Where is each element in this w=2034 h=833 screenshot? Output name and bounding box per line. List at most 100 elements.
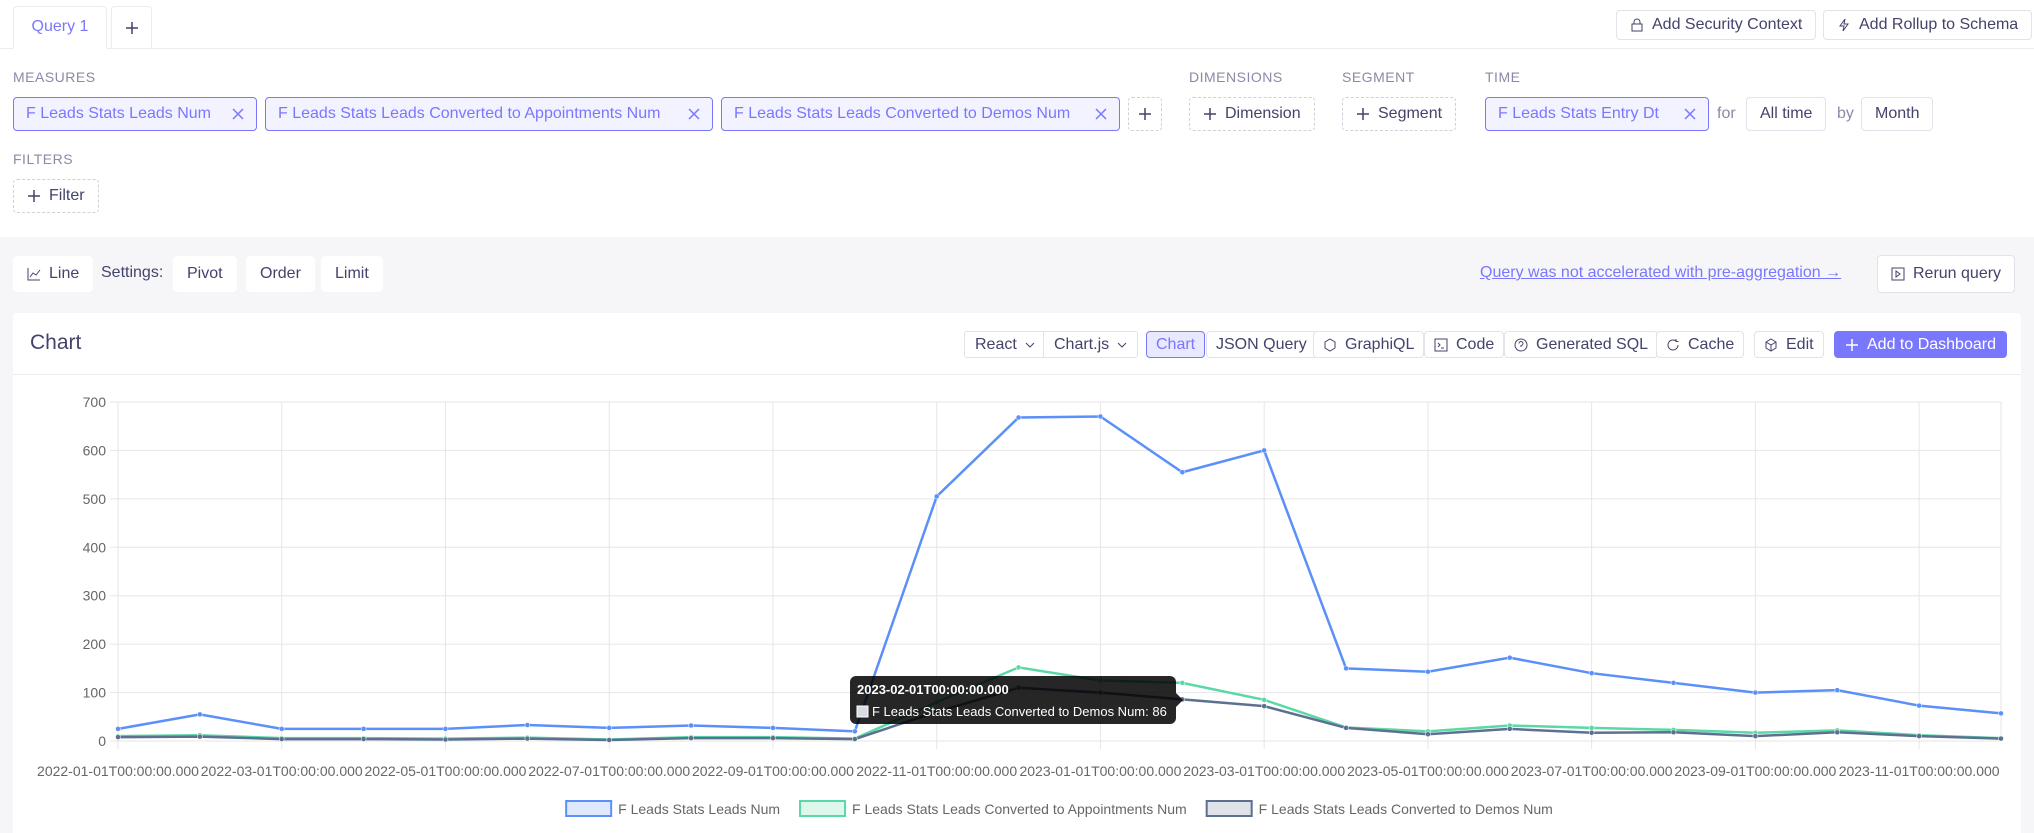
pre-aggregation-link[interactable]: Query was not accelerated with pre-aggre… bbox=[1480, 264, 1842, 281]
data-point bbox=[1425, 731, 1431, 737]
pill-label: F Leads Stats Entry Dt bbox=[1498, 105, 1659, 122]
rerun-button[interactable]: Rerun query bbox=[1877, 255, 2016, 293]
data-point bbox=[933, 493, 940, 500]
x-tick-label: 2022-01-01T00:00:00.000 bbox=[37, 763, 199, 779]
button-label: Add to Dashboard bbox=[1867, 335, 1996, 353]
library-select[interactable]: Chart.js bbox=[1043, 331, 1139, 358]
y-tick-label: 400 bbox=[83, 539, 107, 555]
button-label: Add Security Context bbox=[1652, 16, 1803, 33]
x-tick-label: 2023-09-01T00:00:00.000 bbox=[1674, 763, 1836, 779]
data-point bbox=[1670, 680, 1677, 686]
chart-type-button[interactable]: Line bbox=[13, 256, 94, 292]
chart-tab[interactable]: Chart bbox=[1146, 331, 1206, 358]
query-tab[interactable]: Query 1 bbox=[13, 6, 107, 49]
add-measure-button[interactable] bbox=[1128, 97, 1162, 131]
sql-tab[interactable]: Generated SQL bbox=[1504, 331, 1659, 358]
segment-label: SEGMENT bbox=[1342, 69, 1415, 85]
button-label: Segment bbox=[1378, 105, 1443, 122]
data-point bbox=[1179, 680, 1186, 686]
tooltip-swatch bbox=[856, 705, 869, 718]
segment-button[interactable]: Segment bbox=[1342, 97, 1457, 131]
data-point bbox=[1588, 730, 1595, 736]
by-label: by bbox=[1837, 105, 1854, 122]
button-label: Limit bbox=[335, 265, 369, 282]
line-chart-icon bbox=[27, 268, 41, 281]
pill-label: F Leads Stats Leads Converted to Demos N… bbox=[734, 105, 1071, 122]
dimension-button[interactable]: Dimension bbox=[1189, 97, 1315, 131]
x-tick-label: 2022-05-01T00:00:00.000 bbox=[365, 763, 527, 779]
dimensions-label: DIMENSIONS bbox=[1189, 69, 1283, 85]
code-icon bbox=[1434, 338, 1448, 351]
measure-pill[interactable]: F Leads Stats Leads Num bbox=[13, 97, 257, 131]
remove-icon[interactable] bbox=[232, 108, 244, 120]
remove-icon[interactable] bbox=[1095, 108, 1107, 120]
data-point bbox=[278, 736, 285, 742]
refresh-icon bbox=[1667, 338, 1679, 350]
data-point bbox=[197, 711, 203, 718]
order-button[interactable]: Order bbox=[246, 256, 315, 292]
graphiql-tab[interactable]: GraphiQL bbox=[1313, 331, 1425, 358]
chart-card bbox=[13, 313, 2021, 833]
data-point bbox=[1261, 447, 1267, 454]
data-point bbox=[1916, 702, 1922, 709]
pivot-button[interactable]: Pivot bbox=[173, 256, 237, 292]
data-point bbox=[1507, 654, 1513, 661]
button-label: Dimension bbox=[1225, 105, 1301, 122]
data-point bbox=[1015, 414, 1022, 421]
legend-item: F Leads Stats Leads Converted to Appoint… bbox=[799, 800, 1187, 817]
legend-item: F Leads Stats Leads Num bbox=[565, 800, 780, 817]
measure-pill[interactable]: F Leads Stats Leads Converted to Demos N… bbox=[721, 97, 1120, 131]
range-button[interactable]: All time bbox=[1746, 97, 1827, 131]
x-tick-label: 2022-07-01T00:00:00.000 bbox=[528, 763, 690, 779]
button-label: All time bbox=[1760, 105, 1813, 122]
data-point bbox=[1916, 733, 1922, 739]
legend-label: F Leads Stats Leads Converted to Demos N… bbox=[1259, 801, 1553, 817]
filter-button[interactable]: Filter bbox=[13, 179, 99, 213]
data-point bbox=[606, 737, 612, 743]
series-line bbox=[117, 415, 2002, 733]
x-tick-label: 2023-05-01T00:00:00.000 bbox=[1347, 763, 1509, 779]
add-tab[interactable] bbox=[111, 6, 152, 49]
tab-bar: Query 1 Add Security Context Add Rollup … bbox=[0, 0, 2034, 49]
code-tab[interactable]: Code bbox=[1424, 331, 1505, 358]
measure-pill[interactable]: F Leads Stats Leads Converted to Appoint… bbox=[265, 97, 713, 131]
data-point bbox=[1097, 413, 1104, 420]
y-tick-label: 700 bbox=[83, 394, 107, 410]
time-pill[interactable]: F Leads Stats Entry Dt bbox=[1485, 97, 1709, 131]
rollup-button[interactable]: Add Rollup to Schema bbox=[1823, 10, 2033, 40]
tab-label: GraphiQL bbox=[1345, 335, 1415, 353]
security-context-button[interactable]: Add Security Context bbox=[1616, 10, 1817, 40]
cube-icon bbox=[1765, 337, 1777, 352]
play-icon bbox=[1891, 267, 1905, 281]
data-point bbox=[442, 726, 449, 732]
card-divider bbox=[13, 374, 2021, 375]
edit-button[interactable]: Edit bbox=[1754, 331, 1824, 358]
tab-label: Code bbox=[1456, 335, 1495, 353]
pill-label: F Leads Stats Leads Converted to Appoint… bbox=[278, 105, 661, 122]
add-dashboard-button[interactable]: Add to Dashboard bbox=[1834, 331, 2007, 358]
data-point bbox=[1179, 469, 1186, 475]
tooltip-box bbox=[850, 676, 1176, 724]
limit-button[interactable]: Limit bbox=[321, 256, 383, 292]
remove-icon[interactable] bbox=[688, 108, 700, 120]
card-title: Chart bbox=[30, 331, 82, 354]
tab-label: Cache bbox=[1688, 335, 1735, 353]
y-tick-label: 0 bbox=[98, 733, 106, 749]
x-tick-label: 2022-09-01T00:00:00.000 bbox=[692, 763, 854, 779]
y-tick-label: 600 bbox=[83, 442, 107, 458]
data-point bbox=[1752, 733, 1759, 739]
measures-label: MEASURES bbox=[13, 69, 96, 85]
select-label: React bbox=[975, 335, 1017, 353]
x-tick-label: 2023-01-01T00:00:00.000 bbox=[1019, 763, 1181, 779]
x-tick-label: 2023-07-01T00:00:00.000 bbox=[1511, 763, 1673, 779]
x-tick-label: 2023-03-01T00:00:00.000 bbox=[1183, 763, 1345, 779]
granularity-button[interactable]: Month bbox=[1861, 97, 1934, 131]
cache-tab[interactable]: Cache bbox=[1656, 331, 1745, 358]
button-label: Edit bbox=[1786, 335, 1814, 353]
data-point bbox=[115, 726, 121, 732]
remove-icon[interactable] bbox=[1684, 108, 1696, 120]
tab-label: JSON Query bbox=[1216, 335, 1307, 353]
framework-select[interactable]: React bbox=[964, 331, 1046, 358]
y-tick-label: 200 bbox=[83, 636, 107, 652]
json-tab[interactable]: JSON Query bbox=[1206, 331, 1317, 358]
